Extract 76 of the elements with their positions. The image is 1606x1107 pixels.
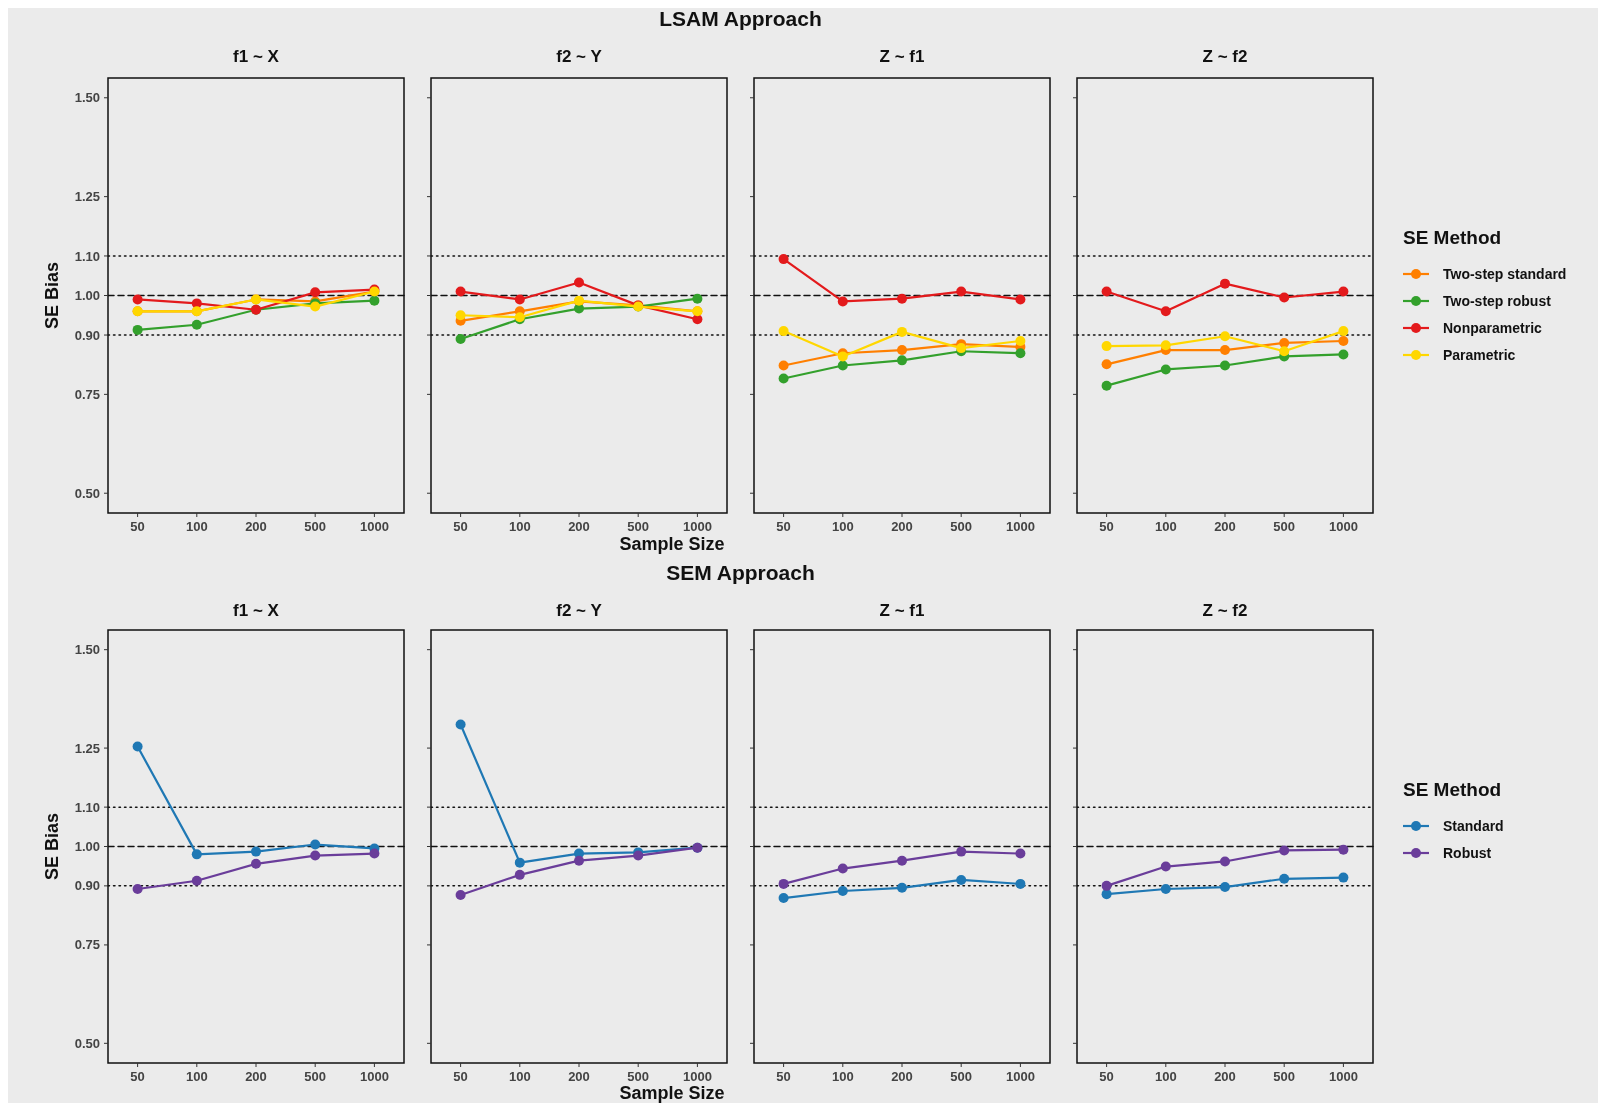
chart-title: Z ~ f1: [879, 47, 925, 66]
y-tick-label: 1.00: [74, 839, 100, 855]
x-axis-title: Sample Size: [619, 1083, 725, 1103]
chart-title: Z ~ f1: [879, 601, 925, 620]
y-tick-label: 1.50: [74, 90, 100, 106]
x-tick-label: 50: [130, 1069, 145, 1084]
x-tick-label: 50: [453, 1069, 468, 1084]
y-tick-label: 0.50: [74, 485, 100, 501]
chart-title: f2 ~ Y: [556, 47, 603, 66]
y-tick-label: 0.90: [74, 327, 100, 343]
x-tick-label: 50: [776, 519, 791, 534]
x-tick-label: 500: [304, 519, 327, 534]
x-tick-label: 500: [1273, 1069, 1296, 1084]
y-tick-label: 1.10: [74, 248, 100, 264]
x-axis-title: Sample Size: [619, 534, 725, 554]
x-tick-label: 50: [453, 519, 468, 534]
y-tick-label: 1.50: [74, 642, 100, 658]
legend-label: Standard: [1443, 817, 1504, 834]
x-tick-label: 100: [831, 519, 854, 534]
x-tick-label: 1000: [1328, 519, 1358, 534]
y-tick-label: 0.75: [74, 937, 100, 953]
x-tick-label: 100: [1154, 519, 1177, 534]
x-tick-label: 200: [245, 1069, 267, 1084]
chart-title: Z ~ f2: [1202, 47, 1248, 66]
legend-title: SE Method: [1403, 779, 1502, 800]
x-tick-label: 100: [1154, 1069, 1177, 1084]
y-axis-title: SE Bias: [42, 812, 62, 881]
x-tick-label: 1000: [1005, 1069, 1035, 1084]
x-tick-label: 50: [1099, 519, 1114, 534]
y-tick-label: 0.75: [74, 386, 100, 402]
x-tick-label: 1000: [682, 1069, 712, 1084]
x-tick-label: 500: [950, 519, 973, 534]
x-tick-label: 1000: [682, 519, 712, 534]
x-tick-label: 1000: [359, 519, 389, 534]
x-tick-label: 200: [1214, 519, 1236, 534]
x-tick-label: 100: [508, 519, 531, 534]
legend-label: Two-step standard: [1443, 265, 1567, 282]
legend-label: Nonparametric: [1443, 319, 1543, 336]
legend-label: Two-step robust: [1443, 292, 1552, 309]
legend-title: SE Method: [1403, 227, 1502, 248]
chart-title: Z ~ f2: [1202, 601, 1248, 620]
x-tick-label: 50: [1099, 1069, 1114, 1084]
y-tick-label: 1.25: [74, 189, 100, 205]
y-tick-label: 1.10: [74, 799, 100, 815]
x-tick-label: 200: [568, 519, 590, 534]
x-tick-label: 50: [776, 1069, 791, 1084]
x-tick-label: 200: [891, 1069, 913, 1084]
y-tick-label: 0.50: [74, 1035, 100, 1051]
x-tick-label: 50: [130, 519, 145, 534]
x-tick-label: 100: [185, 1069, 208, 1084]
x-tick-label: 500: [627, 519, 650, 534]
legend-label: Robust: [1443, 844, 1492, 861]
x-tick-label: 500: [950, 1069, 973, 1084]
text: SEM Approach: [666, 561, 815, 584]
x-tick-label: 100: [831, 1069, 854, 1084]
x-tick-label: 1000: [359, 1069, 389, 1084]
x-tick-label: 500: [627, 1069, 650, 1084]
x-tick-label: 200: [891, 519, 913, 534]
y-tick-label: 1.00: [74, 288, 100, 304]
x-tick-label: 100: [185, 519, 208, 534]
y-tick-label: 0.90: [74, 878, 100, 894]
chart-title: f1 ~ X: [233, 47, 280, 66]
x-tick-label: 200: [568, 1069, 590, 1084]
x-tick-label: 500: [304, 1069, 327, 1084]
legend-label: Parametric: [1443, 346, 1516, 363]
chart-title: f1 ~ X: [233, 601, 280, 620]
x-tick-label: 1000: [1328, 1069, 1358, 1084]
y-axis-title: SE Bias: [42, 261, 62, 330]
x-tick-label: 500: [1273, 519, 1296, 534]
y-tick-label: 1.25: [74, 740, 100, 756]
x-tick-label: 100: [508, 1069, 531, 1084]
x-tick-label: 200: [245, 519, 267, 534]
text: LSAM Approach: [659, 7, 822, 30]
x-tick-label: 1000: [1005, 519, 1035, 534]
chart-title: f2 ~ Y: [556, 601, 603, 620]
x-tick-label: 200: [1214, 1069, 1236, 1084]
